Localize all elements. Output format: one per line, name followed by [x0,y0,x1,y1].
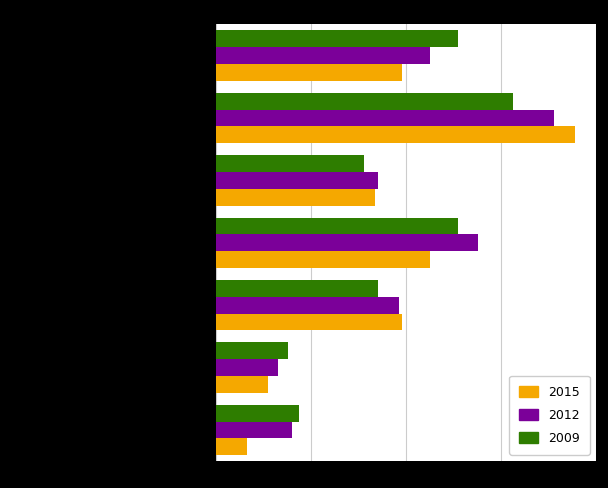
Bar [216,30,458,47]
Bar [216,342,288,359]
Bar [216,376,268,393]
Bar [216,438,247,455]
Text: Rettet 12. april 2016.: Rettet 12. april 2016. [491,473,596,483]
Bar [216,110,554,126]
Bar [216,422,292,438]
Bar [216,359,278,376]
Bar [216,297,399,314]
Bar [216,47,430,64]
Bar [216,280,378,297]
Legend: 2015, 2012, 2009: 2015, 2012, 2009 [509,376,590,455]
Bar [216,251,430,268]
Bar [216,93,513,110]
Bar [216,126,575,143]
Bar [216,155,364,172]
Bar [216,172,378,189]
Bar [216,189,375,205]
Bar [216,64,402,81]
Bar [216,314,402,330]
Bar [216,405,299,422]
Bar [216,218,458,234]
Bar [216,234,478,251]
